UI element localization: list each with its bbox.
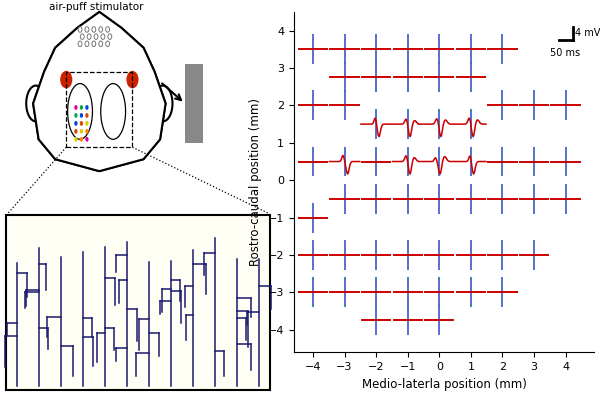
Circle shape xyxy=(74,137,77,142)
Circle shape xyxy=(85,113,89,118)
Circle shape xyxy=(80,121,83,126)
Circle shape xyxy=(80,137,83,142)
Circle shape xyxy=(85,121,89,126)
Circle shape xyxy=(60,71,73,88)
Bar xyxy=(66,72,133,147)
Text: 4 mV: 4 mV xyxy=(575,28,600,38)
Circle shape xyxy=(85,129,89,134)
Circle shape xyxy=(74,113,77,118)
Circle shape xyxy=(127,71,139,88)
Bar xyxy=(185,64,203,143)
Ellipse shape xyxy=(101,84,125,139)
X-axis label: Medio-laterla position (mm): Medio-laterla position (mm) xyxy=(362,378,526,390)
Circle shape xyxy=(74,105,77,110)
Circle shape xyxy=(74,129,77,134)
Circle shape xyxy=(80,129,83,134)
Bar xyxy=(5,215,271,390)
Text: 50 ms: 50 ms xyxy=(550,48,580,58)
Text: air-puff stimulator: air-puff stimulator xyxy=(49,2,144,12)
Ellipse shape xyxy=(68,84,92,139)
Circle shape xyxy=(85,105,89,110)
Ellipse shape xyxy=(153,86,173,121)
Circle shape xyxy=(74,121,77,126)
Ellipse shape xyxy=(26,86,46,121)
Polygon shape xyxy=(33,12,166,171)
Circle shape xyxy=(85,137,89,142)
Y-axis label: Rostro-caudal position (mm): Rostro-caudal position (mm) xyxy=(249,98,262,266)
Circle shape xyxy=(80,113,83,118)
Circle shape xyxy=(80,105,83,110)
Polygon shape xyxy=(33,12,166,171)
